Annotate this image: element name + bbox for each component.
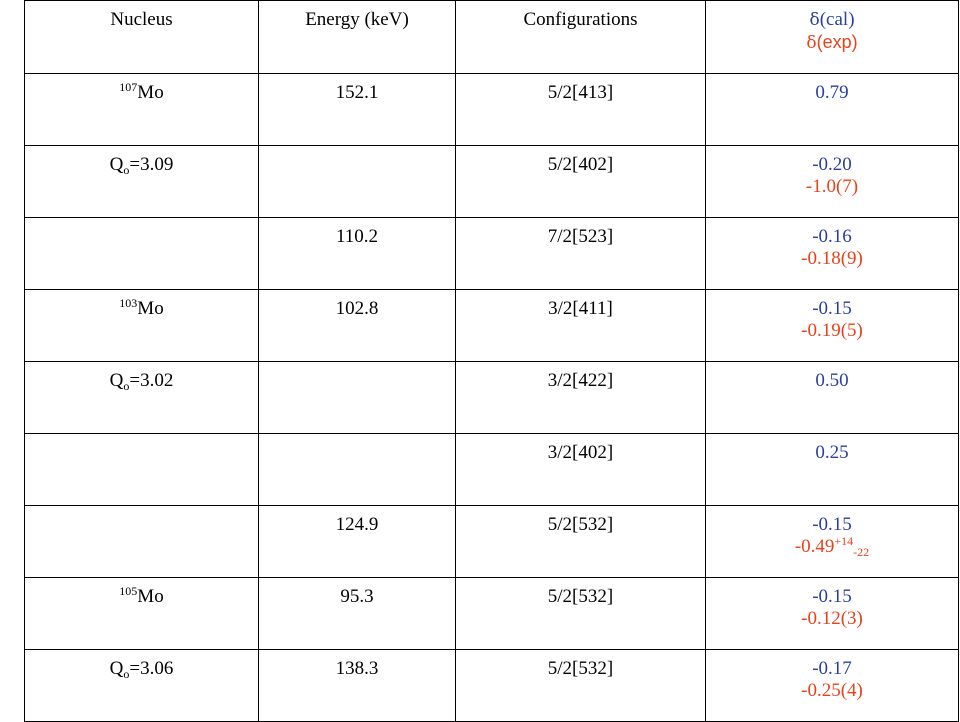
config-cell: 5/2[532]: [455, 505, 706, 578]
header-nucleus: Nucleus: [24, 0, 259, 74]
delta-cell: -0.20 -1.0(7): [705, 145, 959, 218]
delta-cell: -0.15 -0.49+14-22: [705, 505, 959, 578]
delta-cal-value: -0.15: [812, 514, 852, 535]
delta-cell: 0.25: [705, 433, 959, 506]
header-row: Nucleus Energy (keV) Configurations δ(ca…: [24, 0, 959, 74]
nucleus-cell: [24, 505, 259, 578]
table-row: Qo=3.02 3/2[422] 0.50: [24, 361, 959, 434]
table-row: Qo=3.09 5/2[402] -0.20 -1.0(7): [24, 145, 959, 218]
table-row: Qo=3.06 138.3 5/2[532] -0.17 -0.25(4): [24, 649, 959, 722]
table-row: 124.9 5/2[532] -0.15 -0.49+14-22: [24, 505, 959, 578]
delta-exp-value: -0.19(5): [801, 320, 863, 341]
nucleus-cell: Qo=3.06: [24, 649, 259, 722]
header-delta-exp: δ(exp): [806, 32, 858, 53]
delta-exp-value: -0.25(4): [801, 680, 863, 701]
energy-cell: 152.1: [258, 73, 456, 146]
config-cell: 3/2[402]: [455, 433, 706, 506]
config-cell: 5/2[532]: [455, 577, 706, 650]
nucleus-cell: 103Mo: [24, 289, 259, 362]
table-row: 3/2[402] 0.25: [24, 433, 959, 506]
energy-cell: [258, 361, 456, 434]
header-configurations: Configurations: [455, 0, 706, 74]
config-cell: 7/2[523]: [455, 217, 706, 290]
table-row: 103Mo 102.8 3/2[411] -0.15 -0.19(5): [24, 289, 959, 362]
config-cell: 3/2[411]: [455, 289, 706, 362]
energy-cell: 138.3: [258, 649, 456, 722]
energy-cell: [258, 145, 456, 218]
nucleus-cell: [24, 433, 259, 506]
nucleus-cell: 107Mo: [24, 73, 259, 146]
delta-cell: -0.17 -0.25(4): [705, 649, 959, 722]
delta-cal-value: -0.17: [812, 658, 852, 679]
header-delta-cal: δ(cal): [809, 9, 855, 30]
delta-exp-value: -0.18(9): [801, 248, 863, 269]
delta-exp-value: -0.12(3): [801, 608, 863, 629]
energy-cell: 95.3: [258, 577, 456, 650]
nucleus-cell: 105Mo: [24, 577, 259, 650]
delta-cal-value: -0.15: [812, 298, 852, 319]
delta-exp-value: -1.0(7): [805, 176, 859, 197]
delta-cal-value: -0.20: [812, 154, 852, 175]
delta-cell: -0.16 -0.18(9): [705, 217, 959, 290]
table-row: 105Mo 95.3 5/2[532] -0.15 -0.12(3): [24, 577, 959, 650]
nucleus-cell: [24, 217, 259, 290]
delta-exp-value: -0.49+14-22: [794, 534, 870, 559]
config-cell: 3/2[422]: [455, 361, 706, 434]
nucleus-cell: Qo=3.02: [24, 361, 259, 434]
delta-cal-value: 0.79: [815, 82, 849, 103]
delta-cal-value: -0.15: [812, 586, 852, 607]
nucleus-cell: Qo=3.09: [24, 145, 259, 218]
table-row: 110.2 7/2[523] -0.16 -0.18(9): [24, 217, 959, 290]
delta-cal-value: -0.16: [812, 226, 852, 247]
delta-cell: -0.15 -0.19(5): [705, 289, 959, 362]
energy-cell: [258, 433, 456, 506]
delta-cell: 0.79: [705, 73, 959, 146]
config-cell: 5/2[413]: [455, 73, 706, 146]
delta-cal-value: 0.25: [815, 442, 849, 463]
table-row: 107Mo 152.1 5/2[413] 0.79: [24, 73, 959, 146]
data-table: Nucleus Energy (keV) Configurations δ(ca…: [24, 0, 959, 722]
config-cell: 5/2[532]: [455, 649, 706, 722]
energy-cell: 102.8: [258, 289, 456, 362]
delta-cal-value: 0.50: [815, 370, 849, 391]
header-energy: Energy (keV): [258, 0, 456, 74]
header-delta: δ(cal) δ(exp): [705, 0, 959, 74]
energy-cell: 124.9: [258, 505, 456, 578]
config-cell: 5/2[402]: [455, 145, 706, 218]
delta-cell: -0.15 -0.12(3): [705, 577, 959, 650]
energy-cell: 110.2: [258, 217, 456, 290]
delta-cell: 0.50: [705, 361, 959, 434]
